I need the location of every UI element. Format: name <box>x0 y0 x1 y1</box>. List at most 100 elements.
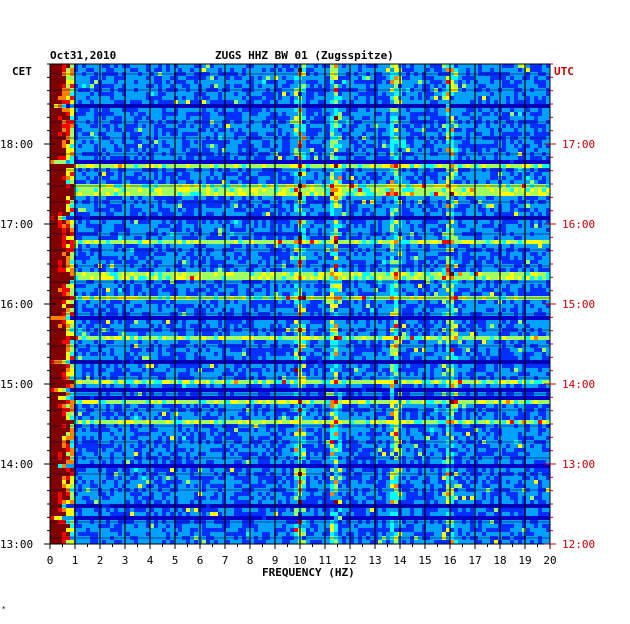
spectrogram-cell <box>266 68 270 72</box>
spectrogram-cell <box>330 112 334 116</box>
spectrogram-cell <box>294 192 298 196</box>
spectrogram-cell <box>234 96 238 100</box>
spectrogram-cell <box>54 124 58 128</box>
spectrogram-cell <box>146 84 150 88</box>
spectrogram-cell <box>326 132 330 136</box>
spectrogram-cell <box>218 132 222 136</box>
spectrogram-cell <box>222 180 226 184</box>
spectrogram-cell <box>454 68 458 72</box>
spectrogram-cell <box>274 212 278 216</box>
spectrogram-cell <box>490 112 494 116</box>
spectrogram-cell <box>262 144 266 148</box>
spectrogram-cell <box>406 96 410 100</box>
spectrogram-cell <box>334 100 338 104</box>
spectrogram-cell <box>314 196 318 200</box>
spectrogram-cell <box>274 84 278 88</box>
spectrogram-cell <box>134 188 138 192</box>
spectrogram-cell <box>162 192 166 196</box>
spectrogram-cell <box>182 196 186 200</box>
spectrogram-cell <box>106 140 110 144</box>
spectrogram-cell <box>486 156 490 160</box>
spectrogram-cell <box>306 124 310 128</box>
spectrogram-cell <box>142 224 146 228</box>
spectrogram-cell <box>82 68 86 72</box>
spectrogram-cell <box>146 188 150 192</box>
spectrogram-cell <box>418 192 422 196</box>
spectrogram-cell <box>518 76 522 80</box>
spectrogram-cell <box>510 128 514 132</box>
spectrogram-cell <box>534 172 538 176</box>
spectrogram-cell <box>522 112 526 116</box>
spectrogram-cell <box>318 224 322 228</box>
spectrogram-cell <box>530 108 534 112</box>
spectrogram-cell <box>350 148 354 152</box>
spectrogram-cell <box>530 96 534 100</box>
spectrogram-cell <box>178 112 182 116</box>
spectrogram-cell <box>518 100 522 104</box>
spectrogram-cell <box>90 132 94 136</box>
spectrogram-cell <box>338 220 342 224</box>
spectrogram-cell <box>226 76 230 80</box>
spectrogram-cell <box>390 84 394 88</box>
spectrogram-cell <box>270 224 274 228</box>
spectrogram-cell <box>434 180 438 184</box>
spectrogram-cell <box>62 172 66 176</box>
spectrogram-cell <box>494 220 498 224</box>
spectrogram-cell <box>326 116 330 120</box>
spectrogram-cell <box>402 212 406 216</box>
spectrogram-cell <box>214 128 218 132</box>
spectrogram-cell <box>338 140 342 144</box>
spectrogram-cell <box>302 128 306 132</box>
spectrogram-cell <box>58 196 62 200</box>
spectrogram-cell <box>206 148 210 152</box>
spectrogram-cell <box>78 208 82 212</box>
spectrogram-cell <box>486 224 490 228</box>
spectrogram-cell <box>538 68 542 72</box>
spectrogram-cell <box>126 140 130 144</box>
spectrogram-cell <box>526 164 530 168</box>
spectrogram-cell <box>330 100 334 104</box>
spectrogram-cell <box>530 68 534 72</box>
spectrogram-cell <box>494 108 498 112</box>
spectrogram-cell <box>466 100 470 104</box>
spectrogram-cell <box>394 100 398 104</box>
spectrogram-cell <box>394 124 398 128</box>
spectrogram-cell <box>266 108 270 112</box>
spectrogram-cell <box>410 224 414 228</box>
spectrogram-cell <box>486 92 490 96</box>
spectrogram-cell <box>126 96 130 100</box>
spectrogram-cell <box>170 144 174 148</box>
spectrogram-cell <box>338 148 342 152</box>
spectrogram-cell <box>94 228 98 232</box>
spectrogram-cell <box>142 140 146 144</box>
spectrogram-cell <box>86 92 90 96</box>
spectrogram-cell <box>226 192 230 196</box>
spectrogram-cell <box>514 80 518 84</box>
spectrogram-cell <box>438 140 442 144</box>
spectrogram-cell <box>434 156 438 160</box>
spectrogram-cell <box>110 164 114 168</box>
spectrogram-cell <box>310 196 314 200</box>
spectrogram-cell <box>450 204 454 208</box>
spectrogram-cell <box>422 92 426 96</box>
spectrogram-cell <box>182 212 186 216</box>
spectrogram-cell <box>402 68 406 72</box>
spectrogram-cell <box>358 164 362 168</box>
spectrogram-cell <box>74 116 78 120</box>
spectrogram-cell <box>302 224 306 228</box>
spectrogram-cell <box>458 176 462 180</box>
spectrogram-cell <box>310 108 314 112</box>
spectrogram-cell <box>186 76 190 80</box>
spectrogram-cell <box>242 96 246 100</box>
spectrogram-cell <box>290 80 294 84</box>
spectrogram-cell <box>246 108 250 112</box>
spectrogram-cell <box>122 224 126 228</box>
spectrogram-cell <box>370 100 374 104</box>
spectrogram-cell <box>346 80 350 84</box>
spectrogram-cell <box>74 188 78 192</box>
spectrogram-cell <box>182 108 186 112</box>
spectrogram-cell <box>66 156 70 160</box>
spectrogram-cell <box>342 112 346 116</box>
spectrogram-cell <box>346 208 350 212</box>
spectrogram-cell <box>178 132 182 136</box>
